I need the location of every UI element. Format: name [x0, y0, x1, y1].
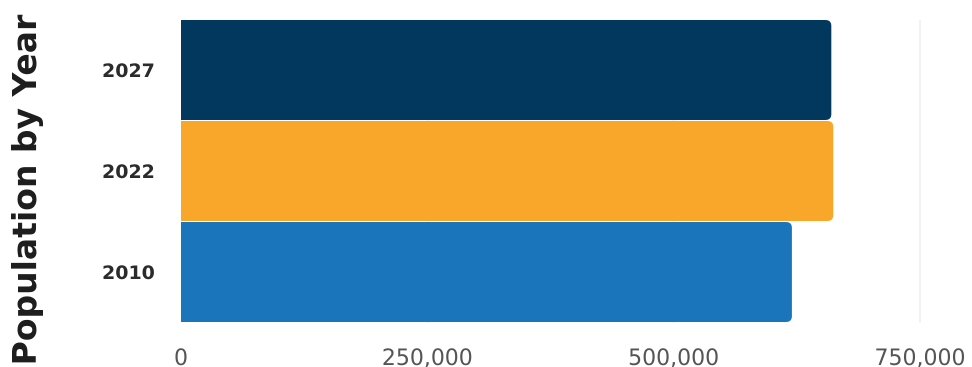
bars — [181, 20, 834, 322]
category-label-2027: 2027 — [102, 60, 155, 82]
category-label-2022: 2022 — [102, 161, 155, 183]
x-tick-label: 250,000 — [382, 346, 473, 367]
x-tick-labels: 0 250,000 500,000 750,000 — [174, 346, 965, 367]
bar-2027 — [181, 20, 832, 120]
y-axis-label: Population by Year — [5, 14, 44, 365]
bar-2010 — [181, 222, 792, 322]
x-tick-label: 500,000 — [628, 346, 719, 367]
bar-2022 — [181, 121, 834, 221]
category-labels: 2027 2022 2010 — [102, 60, 155, 284]
x-tick-label: 0 — [174, 346, 188, 367]
category-label-2010: 2010 — [102, 262, 155, 284]
x-tick-label: 750,000 — [875, 346, 966, 367]
